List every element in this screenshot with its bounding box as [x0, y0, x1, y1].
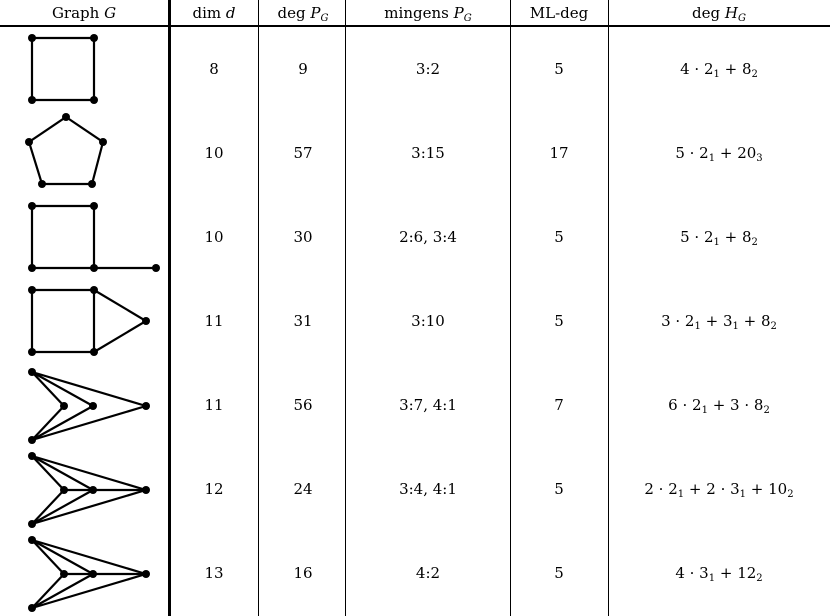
graph-square-with-tail	[28, 202, 160, 272]
column-divider	[510, 0, 511, 616]
mingens-value: 3:15	[411, 144, 445, 162]
dim-value: 13	[204, 564, 224, 582]
ml-deg-value: 5	[554, 480, 564, 498]
deg-h-value: 4 · 31 + 122	[675, 564, 763, 584]
header-graph: Graph G	[51, 4, 117, 22]
deg-value: 56	[293, 396, 313, 414]
mingens-value: 2:6, 3:4	[399, 228, 457, 246]
deg-h-value: 3 · 21 + 31 + 82	[661, 312, 777, 332]
mingens-value: 3:10	[411, 312, 445, 330]
ml-deg-value: 5	[554, 228, 564, 246]
ml-deg-value: 5	[554, 564, 564, 582]
dim-value: 10	[204, 144, 224, 162]
dim-value: 11	[204, 396, 224, 414]
dim-value: 10	[204, 228, 224, 246]
deg-h-value: 4 · 21 + 82	[680, 60, 758, 80]
deg-h-value: 6 · 21 + 3 · 82	[668, 396, 770, 416]
deg-h-value: 5 · 21 + 203	[675, 144, 763, 164]
header-rule	[0, 25, 830, 27]
header-dim: dim d	[192, 4, 236, 22]
mingens-value: 3:7, 4:1	[399, 396, 457, 414]
deg-value: 57	[293, 144, 313, 162]
ml-deg-value: 5	[554, 312, 564, 330]
graph-pentagon	[25, 113, 107, 188]
deg-h-value: 2 · 21 + 2 · 31 + 102	[644, 480, 794, 500]
deg-h-value: 5 · 21 + 82	[680, 228, 758, 248]
deg-value: 24	[293, 480, 313, 498]
ml-deg-value: 17	[549, 144, 569, 162]
mingens-value: 4:2	[415, 564, 441, 582]
deg-value: 31	[293, 312, 313, 330]
graph-square-with-triangle	[28, 286, 150, 356]
ml-deg-value: 5	[554, 60, 564, 78]
header-mingens: mingens PG	[384, 4, 472, 24]
graph-arrow-one-chord	[28, 452, 150, 528]
mingens-value: 3:2	[415, 60, 441, 78]
ml-deg-value: 7	[554, 396, 564, 414]
deg-value: 9	[298, 60, 308, 78]
header-ml-deg: ML-deg	[529, 4, 589, 22]
column-divider	[345, 0, 346, 616]
graph-arrow-full-spine	[28, 536, 150, 612]
deg-value: 16	[293, 564, 313, 582]
deg-value: 30	[293, 228, 313, 246]
mingens-value: 3:4, 4:1	[399, 480, 457, 498]
dim-value: 12	[204, 480, 224, 498]
graph-square	[28, 34, 98, 104]
header-deg: deg PG	[277, 4, 329, 24]
graph-arrow	[28, 368, 150, 444]
header-deg-h: deg HG	[692, 4, 746, 24]
column-divider	[168, 0, 171, 616]
dim-value: 8	[209, 60, 219, 78]
column-divider	[608, 0, 609, 616]
column-divider	[258, 0, 259, 616]
dim-value: 11	[204, 312, 224, 330]
